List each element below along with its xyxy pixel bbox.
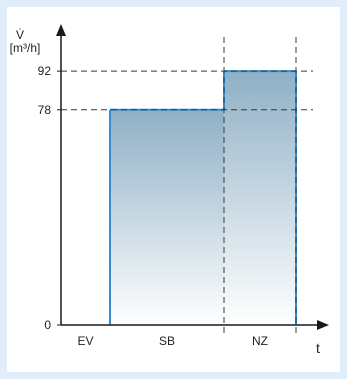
x-axis-label: t bbox=[316, 340, 320, 356]
bars-group bbox=[109, 70, 297, 326]
category-label-sb: SB bbox=[159, 334, 175, 348]
labels-group: 0 78 92 V̇[m³/h] EV SB NZ t bbox=[10, 28, 320, 356]
category-label-ev: EV bbox=[77, 334, 93, 348]
bar-sb bbox=[110, 109, 224, 326]
bar-nz bbox=[224, 71, 296, 325]
chart-panel: 0 78 92 V̇ [m³/h] EV SB NZ t bbox=[7, 7, 340, 372]
reference-lines-group bbox=[61, 37, 313, 337]
y-axis-arrow bbox=[56, 24, 66, 36]
y-axis-unit: [m³/h] bbox=[10, 41, 41, 55]
x-axis-arrow bbox=[317, 320, 329, 330]
y-tick-label-0: 0 bbox=[44, 318, 51, 332]
category-label-nz: NZ bbox=[252, 334, 268, 348]
y-tick-label-92: 92 bbox=[38, 64, 52, 78]
bar-chart: 0 78 92 V̇[m³/h] EV SB NZ t bbox=[10, 24, 329, 356]
axes-group bbox=[56, 24, 329, 330]
y-tick-label-78: 78 bbox=[38, 103, 52, 117]
y-axis-symbol: V̇ bbox=[16, 28, 24, 42]
